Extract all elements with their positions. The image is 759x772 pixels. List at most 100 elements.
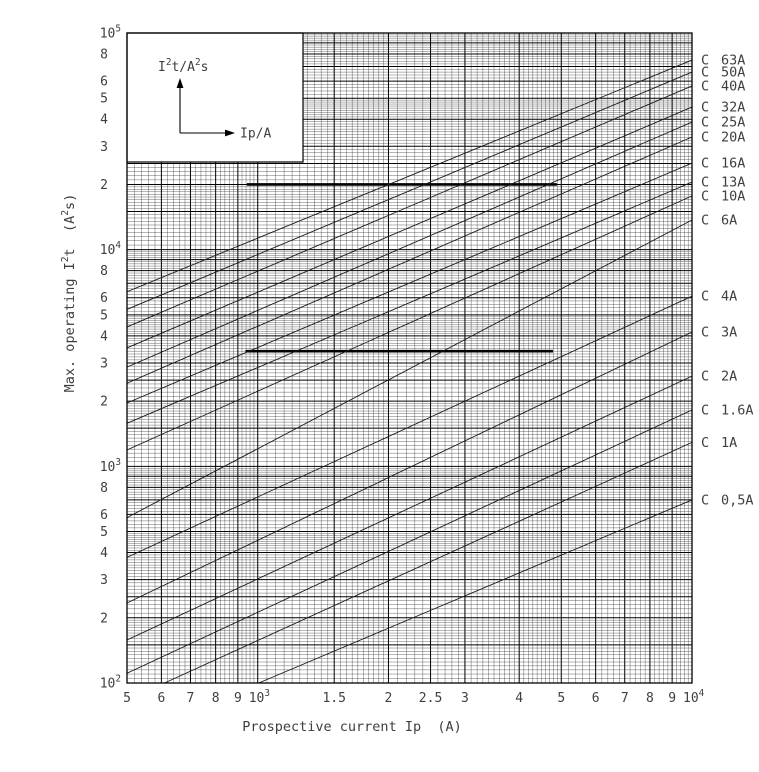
y-tick-label: 105	[100, 24, 121, 42]
x-tick-label: 4	[515, 691, 523, 706]
curve-C-10A	[126, 195, 693, 451]
inset-y-axis-label: I2t/A2s	[158, 57, 208, 75]
curve-label-C-10A: 10A	[721, 188, 745, 204]
x-tick-label: 1.5	[322, 691, 345, 706]
curve-C-13A	[126, 181, 693, 424]
y-tick-label: 3	[100, 356, 108, 371]
curve-label-C-0-5A: C	[701, 492, 709, 508]
y-tick-label: 5	[100, 308, 108, 323]
curve-label-C-20A: 20A	[721, 130, 745, 146]
curve-label-C-63A: 63A	[721, 53, 745, 69]
curve-C-1A	[164, 441, 693, 684]
y-tick-label: 3	[100, 573, 108, 588]
plot-border	[126, 32, 693, 684]
x-tick-label: 8	[646, 691, 654, 706]
curve-label-C-1A: 1A	[721, 435, 737, 451]
curve-C-50A	[126, 71, 693, 310]
y-tick-label: 6	[100, 508, 108, 523]
y-tick-label: 5	[100, 525, 108, 540]
curves	[126, 59, 693, 684]
y-tick-label: 8	[100, 264, 108, 279]
curve-label-C-50A: C	[701, 65, 709, 81]
curve-label-C-40A: 40A	[721, 78, 745, 94]
curve-label-C-1-6A: C	[701, 402, 709, 418]
y-tick-label: 6	[100, 291, 108, 306]
curve-C-63A	[126, 59, 693, 293]
curve-C-1-6A	[126, 409, 693, 674]
y-tick-labels: 105 8 6 5 4 3 2 104 8 6 5 4 3 2 103 8 6 5 4 3 2 102	[100, 24, 122, 692]
curve-C-25A	[126, 121, 693, 368]
x-tick-label: 9	[668, 691, 676, 706]
curve-C-4A	[126, 295, 693, 558]
curve-label-C-6A: 6A	[721, 213, 737, 229]
y-tick-label: 6	[100, 75, 108, 90]
curve-label-C-16A: C	[701, 156, 709, 172]
curve-label-C-16A: 16A	[721, 156, 745, 172]
curve-label-C-10A: C	[701, 188, 709, 204]
curve-labels: C 63A C 50A C 40A C 32A C 25A C 20A C 16A C 13A C 10A C 6A C…	[701, 53, 754, 509]
curve-label-C-0-5A: 0,5A	[721, 492, 754, 508]
curve-C-16A	[126, 162, 693, 404]
x-tick-label: 7	[621, 691, 629, 706]
curve-label-C-25A: 25A	[721, 115, 745, 131]
curve-label-C-3A: 3A	[721, 324, 737, 340]
curve-label-C-4A: 4A	[721, 289, 737, 305]
curve-label-C-50A: 50A	[721, 65, 745, 81]
curve-C-0-5A	[258, 499, 693, 684]
inset-box	[126, 32, 304, 163]
curve-label-C-4A: C	[701, 289, 709, 305]
curve-C-3A	[126, 331, 693, 604]
curve-C-40A	[126, 85, 693, 328]
axis-arrows-icon	[176, 78, 235, 137]
curve-label-C-32A: 32A	[721, 100, 745, 116]
curve-label-C-13A: 13A	[721, 175, 745, 191]
curve-label-C-1-6A: 1.6A	[721, 402, 754, 418]
curve-label-C-2A: 2A	[721, 369, 737, 385]
x-tick-label: 5	[123, 691, 131, 706]
curve-label-C-1A: C	[701, 435, 709, 451]
curve-C-2A	[126, 375, 693, 641]
x-tick-label: 6	[592, 691, 600, 706]
y-axis-title-group: Max. operating I2t (A2s)	[60, 194, 78, 393]
inset-legend: I2t/A2s Ip/A	[126, 32, 304, 163]
curve-label-C-40A: C	[701, 78, 709, 94]
x-tick-label: 7	[187, 691, 195, 706]
x-tick-label: 5	[557, 691, 565, 706]
curve-C-32A	[126, 106, 693, 349]
y-tick-label: 8	[100, 47, 108, 62]
y-axis-title: Max. operating I2t (A2s)	[60, 194, 78, 393]
x-tick-label: 103	[249, 688, 270, 706]
y-tick-label: 4	[100, 546, 108, 561]
curve-C-20A	[126, 136, 693, 384]
curve-label-C-3A: C	[701, 324, 709, 340]
inset-x-axis-label: Ip/A	[240, 127, 271, 142]
x-tick-label: 6	[157, 691, 165, 706]
curve-label-C-6A: C	[701, 213, 709, 229]
curve-label-C-20A: C	[701, 130, 709, 146]
curve-label-C-13A: C	[701, 175, 709, 191]
x-axis-title: Prospective current Ip (A)	[242, 719, 461, 735]
y-tick-label: 2	[100, 395, 108, 410]
y-tick-label: 3	[100, 140, 108, 155]
x-tick-label: 104	[683, 688, 705, 706]
y-tick-label: 8	[100, 481, 108, 496]
x-tick-label: 2.5	[419, 691, 442, 706]
curve-label-C-63A: C	[701, 53, 709, 69]
y-tick-label: 2	[100, 178, 108, 193]
y-tick-label: 103	[100, 457, 121, 475]
curve-label-C-25A: C	[701, 115, 709, 131]
curve-label-C-32A: C	[701, 100, 709, 116]
y-tick-label: 2	[100, 611, 108, 626]
x-tick-label: 2	[385, 691, 393, 706]
x-tick-labels: 5 6 7 8 9 103 1.5 2 2.5 3 4 5 6 7 8 9 104	[123, 688, 705, 706]
curve-label-C-2A: C	[701, 369, 709, 385]
curve-C-6A	[126, 219, 693, 518]
y-tick-label: 4	[100, 329, 108, 344]
x-tick-label: 9	[234, 691, 242, 706]
y-tick-label: 5	[100, 92, 108, 107]
y-tick-label: 4	[100, 113, 108, 128]
x-tick-label: 3	[461, 691, 469, 706]
y-tick-label: 102	[100, 674, 121, 692]
